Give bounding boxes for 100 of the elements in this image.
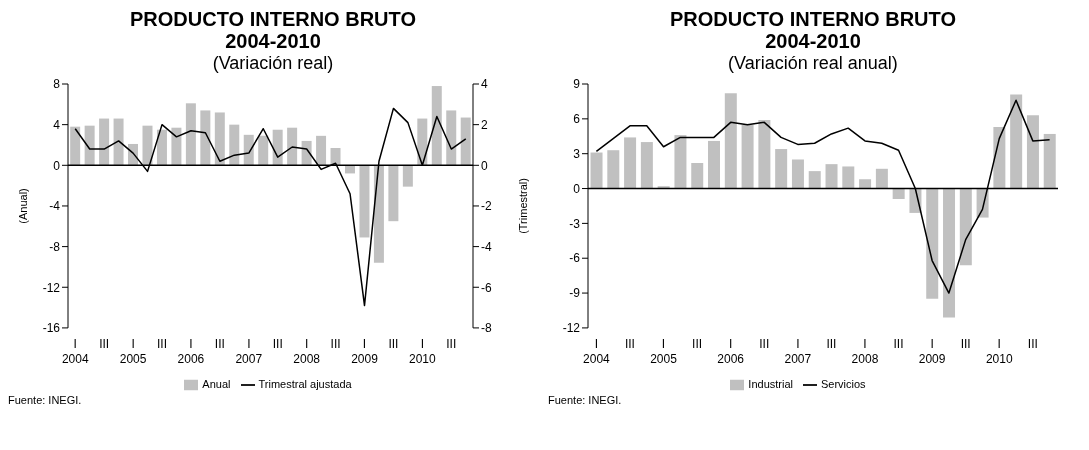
y2-tick-label: -4 [481,239,492,254]
bar [272,129,283,166]
bar [875,168,888,189]
x-tick-label: III [759,336,770,351]
x-tick-label: I 2006 [717,336,745,366]
bar [431,86,442,166]
x-tick-label: I 2008 [293,336,321,366]
y2-tick-label: 0 [481,158,488,173]
bar [402,165,413,187]
bar [200,110,211,166]
chart-subtitle: (Variación real) [211,52,335,74]
bar [113,118,124,166]
x-tick-label: III [692,336,703,351]
x-tick-label: I 2004 [61,336,89,366]
bar [590,152,603,189]
y2-tick-label: -2 [481,199,492,214]
y-tick-label: -12 [562,321,581,336]
bar [229,124,240,166]
y-axis-title: (Anual) [16,188,29,224]
x-tick-label: I 2006 [177,336,205,366]
y2-tick-label: -8 [481,321,492,336]
bar [624,137,637,189]
x-tick-label: III [157,336,168,351]
y-tick-label: 0 [53,158,61,173]
bar [446,110,457,166]
x-tick-label: I 2005 [650,336,678,366]
y2-axis-title: (Trimestral) [516,178,529,234]
y-tick-label: -3 [569,216,581,231]
bar [691,162,704,189]
bar [142,125,153,166]
bar [287,127,298,166]
x-tick-label: I 2010 [985,336,1013,366]
y2-tick-label: 4 [481,77,488,92]
x-tick-label: III [624,336,635,351]
bar [1010,94,1023,189]
source-note: Fuente: INEGI. [8,394,83,406]
bar [70,126,81,166]
chart-title: PRODUCTO INTERNO BRUTO 2004-2010 [129,8,417,52]
bar [388,165,399,222]
y2-tick-label: 2 [481,117,488,132]
x-tick-label: I 2004 [583,336,611,366]
x-tick-label: I 2008 [851,336,879,366]
source-note: Fuente: INEGI. [548,394,623,406]
bar [943,188,956,318]
bar [607,150,620,189]
x-tick-label: III [388,336,399,351]
y-tick-label: 3 [573,146,581,161]
bar [892,188,905,199]
chart-subtitle: (Variación real anual) [727,52,899,74]
y-tick-label: -8 [49,239,61,254]
legend-label: Anual [202,377,231,390]
y2-tick-label: -6 [481,280,492,295]
bar [258,135,269,166]
bar [993,126,1006,189]
bar [171,127,182,166]
bar [330,148,341,166]
bar [1043,133,1056,189]
bar [1026,115,1039,189]
y-tick-label: -9 [569,286,581,301]
y-tick-label: -16 [42,321,61,336]
bar [99,118,110,166]
x-tick-label: I 2010 [409,336,437,366]
x-tick-label: I 2009 [351,336,379,366]
x-tick-label: III [214,336,225,351]
x-tick-label: III [330,336,341,351]
x-tick-label: I 2009 [918,336,946,366]
y-tick-label: 9 [573,77,581,92]
x-tick-label: III [99,336,110,351]
bar [959,188,972,266]
x-tick-label: III [826,336,837,351]
legend-label: Servicios [821,377,866,390]
bar [791,159,804,189]
x-tick-label: I 2007 [235,336,263,366]
y-tick-label: 0 [573,181,581,196]
legend-label: Trimestral ajustada [258,377,352,390]
y-tick-label: 6 [573,112,581,127]
bar [243,134,254,166]
x-tick-label: III [272,336,283,351]
bar [373,165,384,263]
legend-label: Industrial [748,377,793,390]
x-tick-label: I 2007 [784,336,812,366]
bar [185,103,196,166]
bar [808,171,821,189]
y-tick-label: -4 [49,199,61,214]
bar [214,112,225,166]
bar [758,120,771,189]
y-tick-label: 8 [53,77,61,92]
bar [708,140,721,189]
bar [741,124,754,189]
bar [825,164,838,189]
chart-title: PRODUCTO INTERNO BRUTO 2004-2010 [669,8,957,52]
bar [775,149,788,189]
bar [926,188,939,299]
y-tick-label: -6 [569,251,581,266]
x-tick-label: III [893,336,904,351]
bar [724,93,737,189]
bar [359,165,370,238]
bar [156,129,167,166]
bar [842,166,855,189]
bar [674,135,687,189]
